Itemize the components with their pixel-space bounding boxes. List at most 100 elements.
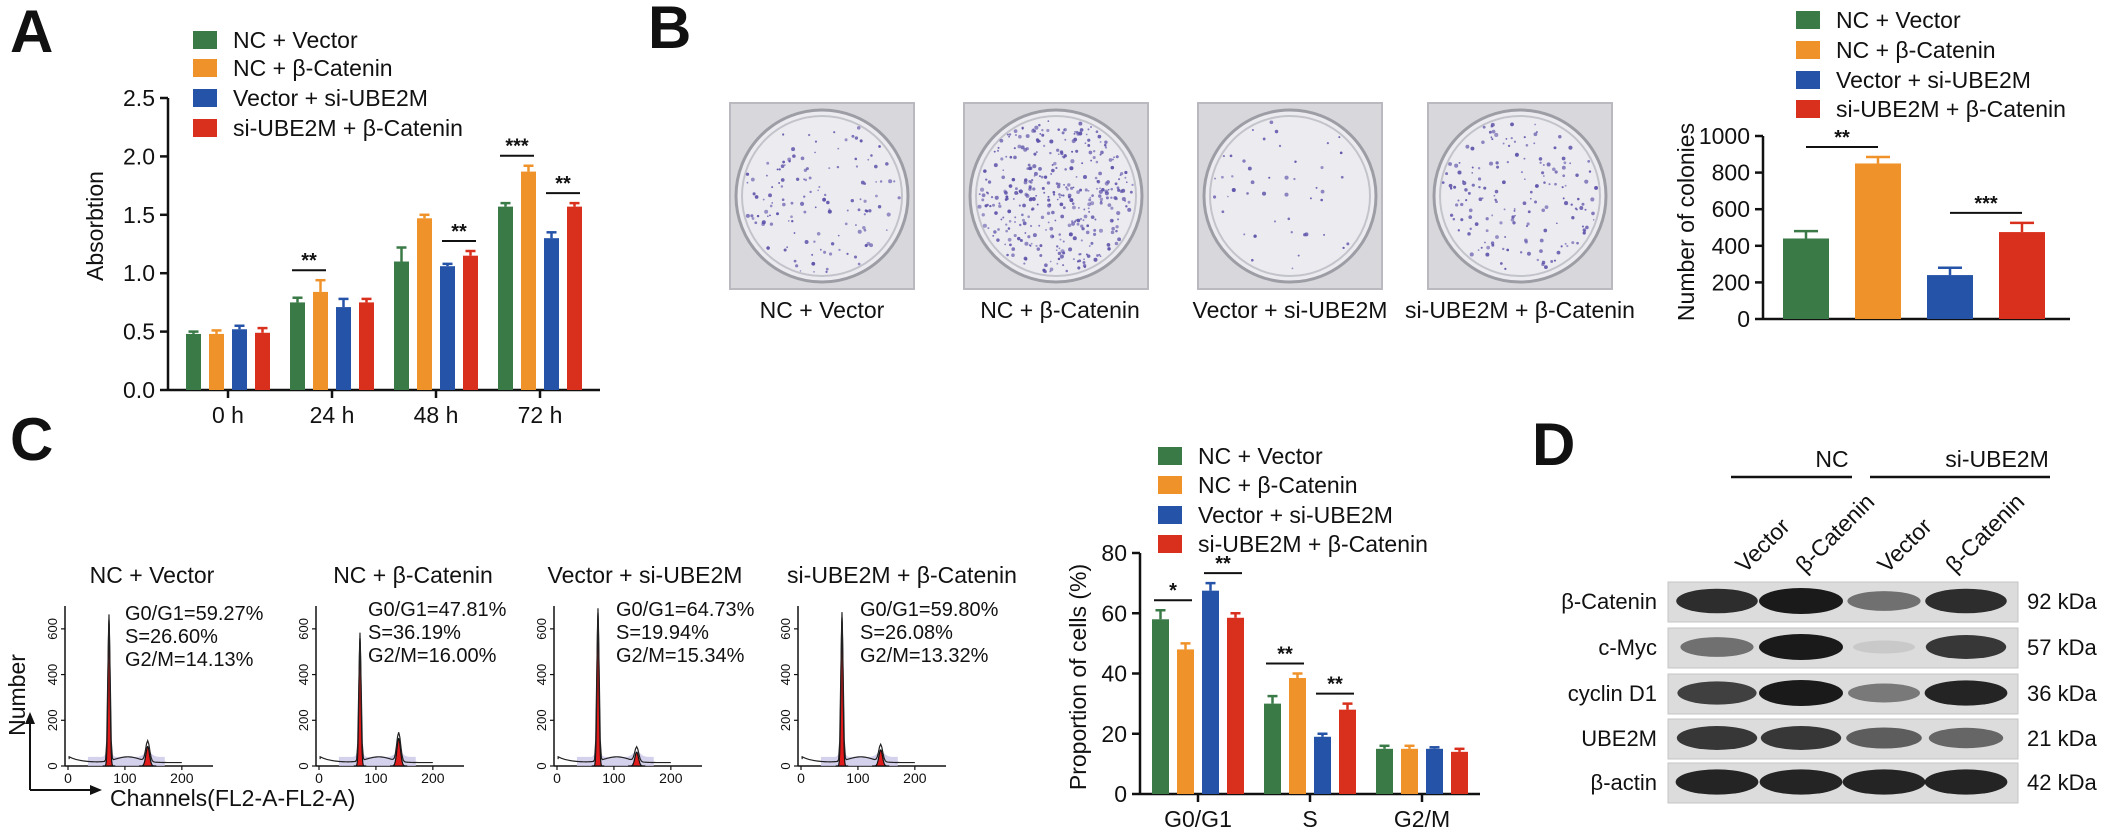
colony-dot [1110, 230, 1115, 235]
colony-dot [867, 158, 870, 161]
colony-dot [875, 194, 878, 198]
colony-dot [1057, 257, 1061, 261]
colony-dot [1061, 131, 1065, 135]
colony-dot [1499, 221, 1503, 225]
colony-dot [1071, 202, 1075, 205]
wb-band [1760, 726, 1842, 750]
flow-title-1: NC + Vector [90, 562, 215, 588]
colony-dot [1231, 175, 1234, 178]
colony-dot [1114, 197, 1118, 201]
colony-dot [1058, 193, 1061, 196]
colony-dot [992, 234, 995, 237]
colony-dot [1555, 222, 1558, 225]
colony-dot [1027, 215, 1031, 219]
colony-dot [981, 193, 986, 198]
colony-dot [1499, 262, 1503, 265]
colony-dot [982, 223, 987, 228]
colony-dot [1096, 187, 1098, 190]
colony-dot [999, 138, 1004, 143]
colony-dot [1029, 244, 1032, 247]
colony-dot [1522, 201, 1527, 206]
colony-dot [793, 232, 796, 234]
chart-a-bars [186, 164, 582, 390]
colony-dot [1581, 202, 1585, 206]
colony-dot [1115, 225, 1119, 229]
colony-dot [833, 131, 836, 134]
colony-dot [1099, 201, 1103, 205]
bar [1401, 748, 1418, 794]
legend-a-swatch-2 [193, 59, 217, 77]
bar [521, 171, 536, 390]
bar [498, 206, 513, 390]
bar [544, 238, 559, 390]
colony-dot [1571, 241, 1575, 245]
colony-dot [851, 134, 855, 138]
colony-dot [1056, 262, 1059, 265]
colony-dot [1278, 144, 1282, 148]
colony-dot [1544, 265, 1548, 270]
colony-dot [1011, 247, 1016, 251]
colony-dot [846, 252, 849, 255]
colony-dot [783, 164, 786, 167]
colony-dot [1071, 221, 1075, 226]
colony-dot [855, 224, 857, 226]
colony-dot [1049, 139, 1054, 144]
y-tick-label: 20 [1101, 721, 1127, 747]
colony-dot [998, 202, 1001, 205]
colony-dot [1005, 195, 1009, 199]
legend-a-swatch-1 [193, 31, 217, 49]
colony-dot [1008, 219, 1012, 223]
colony-dot [1049, 151, 1052, 155]
colony-dot [1014, 187, 1018, 191]
colony-dot [1094, 218, 1097, 221]
colony-dot [1553, 259, 1556, 262]
colony-dot [1047, 198, 1051, 202]
flow-stat-2-s: S=36.19% [368, 622, 461, 644]
bar [1999, 232, 2045, 319]
colony-dot [1519, 251, 1523, 254]
colony-plates: NC + Vector NC + β-Catenin Vector + si-U… [729, 102, 1635, 323]
colony-dot [1044, 263, 1048, 268]
colony-dot [1011, 253, 1015, 257]
colony-dot [1055, 182, 1059, 185]
colony-dot [1119, 189, 1124, 194]
colony-dot [1046, 181, 1051, 185]
flow-trace [801, 612, 915, 764]
colony-dot [1507, 144, 1511, 148]
chart-b-ylabel: Number of colonies [1673, 123, 1699, 321]
colony-dot [1062, 264, 1065, 267]
wb-size-5: 42 kDa [2027, 770, 2097, 795]
colony-dot [838, 248, 841, 252]
colony-dot [1013, 155, 1017, 160]
colony-dot [1083, 214, 1088, 219]
colony-dot [1541, 208, 1546, 213]
y-tick-label: 200 [1712, 269, 1750, 295]
colony-dot [1562, 174, 1566, 178]
colony-dot [1246, 192, 1249, 195]
colony-dot [1590, 197, 1595, 202]
colony-dot [1542, 164, 1545, 167]
colony-dot [1585, 225, 1589, 230]
colony-dot [1539, 249, 1543, 253]
colony-dot [813, 271, 815, 273]
colony-dot [1562, 197, 1565, 200]
colony-dot [1117, 237, 1122, 242]
colony-dot [1533, 132, 1538, 137]
colony-dot [1445, 172, 1449, 176]
colony-dot [814, 151, 816, 154]
colony-dot [1534, 200, 1538, 204]
colony-dot [857, 229, 862, 234]
colony-dot [1092, 150, 1096, 153]
wb-row [1667, 673, 2019, 715]
colony-dot [828, 208, 831, 211]
colony-dot [1055, 166, 1058, 170]
colony-dot [1525, 143, 1529, 147]
colony-dot [1094, 176, 1098, 180]
colony-dot [1115, 155, 1119, 159]
bar [1264, 703, 1281, 794]
colony-dot [1096, 180, 1099, 183]
colony-dot [1560, 245, 1563, 248]
chart-a-significance: ********* [292, 136, 580, 272]
colony-dot [1323, 233, 1326, 236]
colony-dot [1033, 152, 1037, 156]
